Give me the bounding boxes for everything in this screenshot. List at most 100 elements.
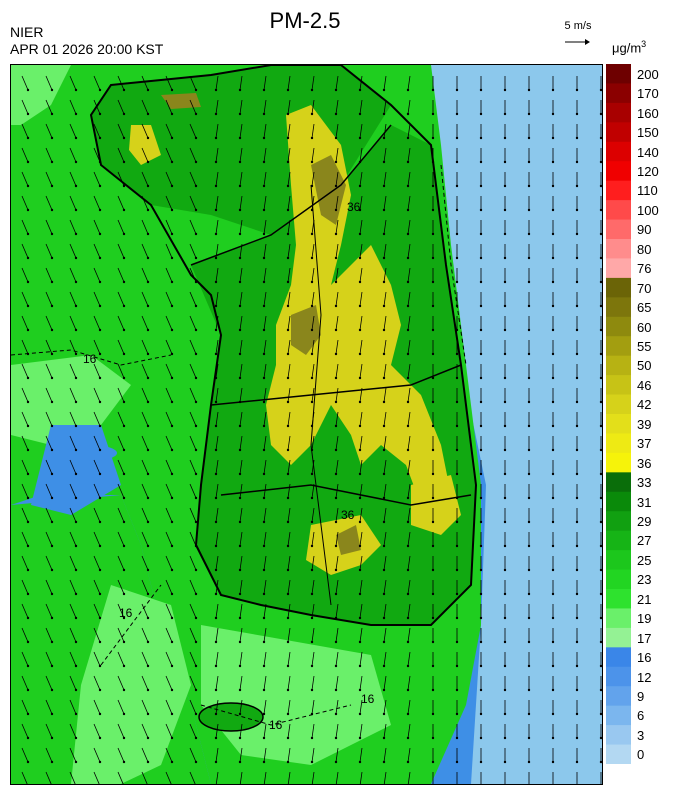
wind-arrowhead-icon (334, 640, 338, 644)
wind-arrow-icon (407, 291, 411, 307)
wind-arrowhead-icon (262, 112, 266, 116)
olive-core-3 (336, 525, 361, 555)
wind-arrowhead-icon (238, 136, 242, 140)
wind-arrowhead-icon (575, 136, 579, 140)
wind-arrowhead-icon (382, 232, 386, 236)
wind-arrow-icon (407, 339, 411, 355)
wind-arrowhead-icon (455, 760, 459, 764)
wind-arrow-icon (93, 387, 101, 403)
colorbar-tick-label: 19 (637, 611, 652, 627)
wind-arrowhead-icon (194, 736, 198, 740)
wind-arrow-icon (93, 291, 101, 307)
wind-arrow-icon (69, 363, 77, 379)
wind-arrowhead-icon (551, 664, 555, 668)
wind-arrowhead-icon (194, 448, 198, 452)
wind-arrowhead-icon (214, 616, 218, 620)
wind-arrowhead-icon (551, 712, 555, 716)
wind-arrow-icon (407, 363, 411, 379)
wind-arrowhead-icon (286, 328, 290, 332)
wind-arrow-icon (21, 603, 29, 619)
wind-arrow-icon (141, 171, 149, 187)
wind-arrow-icon (165, 195, 173, 211)
wind-arrowhead-icon (262, 160, 266, 164)
unit-label: μg/m3 (612, 39, 646, 55)
wind-arrowhead-icon (238, 88, 242, 92)
wind-arrowhead-icon (26, 640, 30, 644)
wind-arrowhead-icon (358, 736, 362, 740)
wind-arrow-icon (287, 675, 291, 691)
wind-arrow-icon (287, 651, 291, 667)
wind-arrow-icon (407, 459, 411, 475)
wind-arrowhead-icon (406, 664, 410, 668)
wind-arrow-icon (165, 75, 173, 91)
wind-arrow-icon (239, 195, 243, 211)
wind-arrowhead-icon (334, 376, 338, 380)
wind-arrowhead-icon (194, 712, 198, 716)
wind-arrowhead-icon (551, 232, 555, 236)
wind-arrow-icon (215, 579, 219, 595)
wind-arrowhead-icon (146, 616, 150, 620)
wind-arrowhead-icon (358, 232, 362, 236)
wind-arrow-icon (21, 387, 29, 403)
wind-arrowhead-icon (310, 376, 314, 380)
wind-arrow-icon (287, 387, 291, 403)
wind-arrow-icon (287, 195, 291, 211)
wind-arrowhead-icon (146, 376, 150, 380)
map-canvas: 16 16 16 16 36 36 (11, 65, 602, 784)
wind-arrow-icon (407, 555, 411, 571)
wind-arrow-icon (359, 483, 363, 499)
wind-arrowhead-icon (455, 136, 459, 140)
wind-arrowhead-icon (122, 616, 126, 620)
wind-arrowhead-icon (503, 280, 507, 284)
wind-arrow-icon (21, 771, 28, 784)
wind-arrow-icon (215, 195, 219, 211)
wind-arrowhead-icon (310, 472, 314, 476)
wind-arrow-icon (383, 243, 387, 259)
wind-arrowhead-icon (358, 712, 362, 716)
wind-arrow-icon (21, 171, 29, 187)
wind-arrowhead-icon (551, 520, 555, 524)
wind-arrow-icon (407, 195, 411, 211)
wind-arrowhead-icon (50, 496, 54, 500)
colorbar-swatch (606, 239, 631, 259)
wind-arrowhead-icon (551, 280, 555, 284)
colorbar-swatch (606, 686, 631, 707)
wind-arrowhead-icon (214, 256, 218, 260)
wind-arrow-icon (21, 123, 29, 139)
wind-arrow-icon (311, 483, 315, 499)
wind-arrowhead-icon (170, 88, 174, 92)
wind-arrowhead-icon (194, 352, 198, 356)
wind-arrowhead-icon (503, 232, 507, 236)
wind-arrow-icon (189, 363, 197, 379)
wind-arrow-icon (21, 147, 29, 163)
wind-arrow-icon (21, 507, 29, 523)
wind-arrow-icon (189, 627, 197, 643)
wind-arrowhead-icon (194, 664, 198, 668)
wind-arrow-icon (311, 195, 315, 211)
wind-arrowhead-icon (26, 376, 30, 380)
wind-arrowhead-icon (98, 232, 102, 236)
wind-arrow-icon (189, 699, 197, 715)
wind-arrow-icon (239, 339, 243, 355)
wind-arrowhead-icon (74, 496, 78, 500)
east-sea-light-region (431, 65, 602, 784)
wind-arrowhead-icon (146, 448, 150, 452)
wind-arrowhead-icon (551, 496, 555, 500)
wind-arrow-icon (141, 411, 149, 427)
colorbar-swatch (606, 102, 631, 123)
wind-arrowhead-icon (146, 112, 150, 116)
wind-arrowhead-icon (214, 184, 218, 188)
colorbar-swatch (606, 725, 631, 746)
wind-arrowhead-icon (527, 664, 531, 668)
wind-arrowhead-icon (74, 88, 78, 92)
wind-arrowhead-icon (310, 664, 314, 668)
wind-arrow-icon (189, 291, 197, 307)
wind-arrowhead-icon (382, 496, 386, 500)
wind-arrowhead-icon (479, 304, 483, 308)
wind-arrowhead-icon (406, 256, 410, 260)
wind-arrow-icon (93, 123, 101, 139)
wind-arrowhead-icon (358, 616, 362, 620)
wind-arrow-icon (189, 267, 197, 283)
wind-arrowhead-icon (214, 400, 218, 404)
wind-arrow-icon (335, 723, 339, 739)
